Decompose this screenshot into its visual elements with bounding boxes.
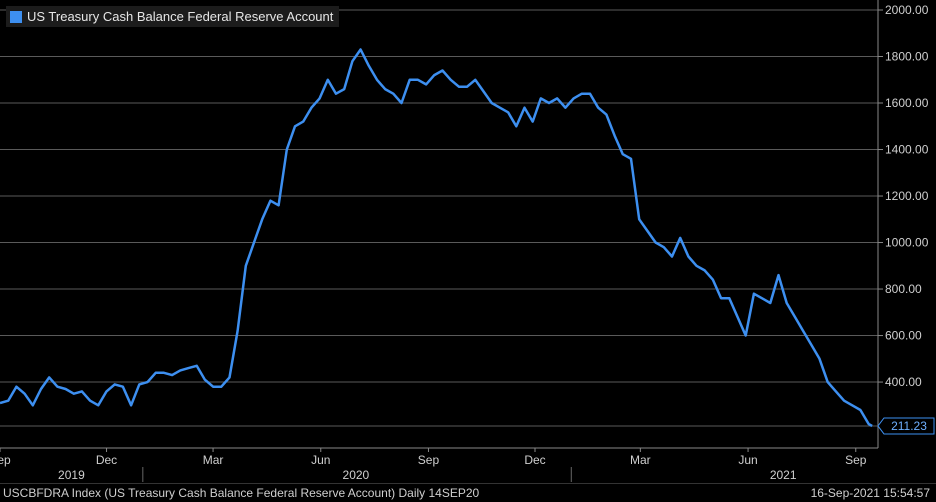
x-tick-label: Sep — [418, 453, 440, 467]
last-value-tag: 211.23 — [878, 418, 934, 434]
y-tick-label: 2000.00 — [885, 3, 929, 17]
x-tick-label: Mar — [203, 453, 224, 467]
legend-label: US Treasury Cash Balance Federal Reserve… — [27, 9, 333, 24]
y-tick-label: 600.00 — [885, 329, 922, 343]
series-group — [0, 49, 872, 426]
x-tick-label: Jun — [738, 453, 757, 467]
x-tick-label: Dec — [524, 453, 545, 467]
legend-swatch-icon — [10, 11, 22, 23]
y-tick-label: 1400.00 — [885, 143, 929, 157]
x-tick-label: Sep — [845, 453, 867, 467]
x-tick-label: Mar — [630, 453, 651, 467]
x-year-label: 2021 — [770, 468, 797, 482]
series-line — [0, 50, 872, 427]
y-axis: 2000.00 1800.00 1600.00 1400.00 1200.00 1000.… — [878, 0, 929, 448]
y-tick-label: 1000.00 — [885, 236, 929, 250]
chart-legend: US Treasury Cash Balance Federal Reserve… — [6, 6, 339, 27]
y-tick-label: 1200.00 — [885, 189, 929, 203]
y-tick-label: 1600.00 — [885, 96, 929, 110]
x-tick-label: Jun — [311, 453, 330, 467]
chart-footer: USCBFDRA Index (US Treasury Cash Balance… — [0, 483, 936, 502]
x-tick-label: Sep — [0, 453, 11, 467]
x-year-label: 2019 — [58, 468, 85, 482]
y-tick-label: 1800.00 — [885, 50, 929, 64]
footer-timestamp: 16-Sep-2021 15:54:57 — [811, 486, 930, 500]
footer-ticker-info: USCBFDRA Index (US Treasury Cash Balance… — [3, 486, 479, 500]
y-tick-label: 800.00 — [885, 282, 922, 296]
last-value-label: 211.23 — [891, 419, 927, 433]
y-tick-label: 400.00 — [885, 375, 922, 389]
x-axis: Sep Dec Mar Jun Sep Dec Mar Jun Sep 2019 2020 2021 — [0, 448, 878, 482]
x-tick-label: Dec — [96, 453, 117, 467]
x-year-label: 2020 — [343, 468, 370, 482]
